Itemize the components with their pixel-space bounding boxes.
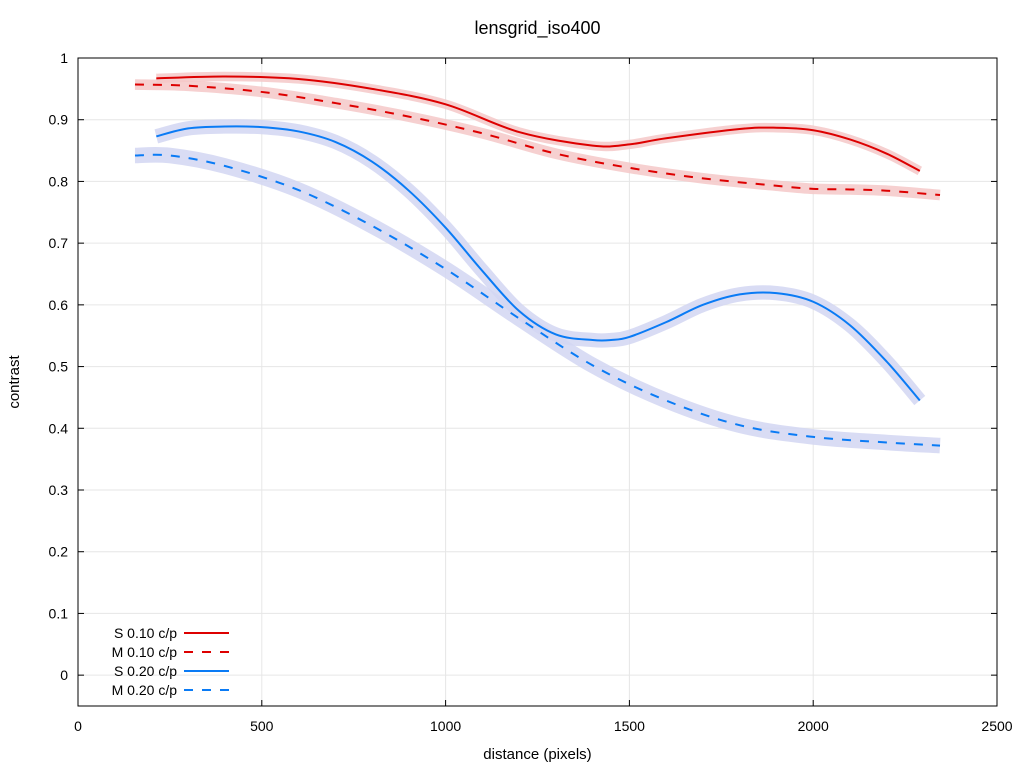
- y-tick-label: 0.2: [49, 544, 69, 560]
- legend-label: S 0.10 c/p: [114, 625, 177, 641]
- x-tick-label: 0: [74, 718, 82, 734]
- series-line-4: [134, 153, 941, 447]
- legend-label: S 0.20 c/p: [114, 663, 177, 679]
- x-tick-label: 500: [250, 718, 274, 734]
- y-axis-title: contrast: [6, 354, 23, 408]
- x-tick-label: 2000: [798, 718, 829, 734]
- series-line-1: [156, 75, 921, 172]
- legend-label: M 0.20 c/p: [112, 682, 178, 698]
- legend: S 0.10 c/p M 0.10 c/p S 0.20 c/p M 0.20 c/p: [112, 625, 229, 698]
- y-tick-labels: 0 0.1 0.2 0.3 0.4 0.5 0.6 0.7 0.8 0.9 1: [49, 50, 69, 683]
- y-tick-label: 0: [60, 667, 68, 683]
- y-tick-label: 0.3: [49, 482, 69, 498]
- legend-label: M 0.10 c/p: [112, 644, 178, 660]
- axis-ticks: [77, 57, 998, 706]
- grid: [77, 57, 998, 706]
- y-tick-label: 0.6: [49, 297, 69, 313]
- y-tick-label: 0.4: [49, 420, 69, 436]
- y-tick-label: 0.5: [49, 359, 69, 375]
- series-line-3: [156, 125, 921, 402]
- series-lines: [134, 75, 941, 447]
- x-tick-label: 1000: [430, 718, 461, 734]
- x-axis-title: distance (pixels): [483, 746, 591, 763]
- y-tick-label: 0.9: [49, 112, 69, 128]
- y-tick-label: 1: [60, 50, 68, 66]
- y-tick-label: 0.7: [49, 235, 69, 251]
- x-tick-label: 2500: [981, 718, 1012, 734]
- x-tick-label: 1500: [614, 718, 645, 734]
- y-tick-label: 0.1: [49, 605, 69, 621]
- chart-title: lensgrid_iso400: [474, 18, 600, 39]
- y-tick-label: 0.8: [49, 173, 69, 189]
- series-line-2: [134, 83, 941, 197]
- x-tick-labels: 0 500 1000 1500 2000 2500: [74, 718, 1013, 734]
- plot-frame: [77, 57, 998, 707]
